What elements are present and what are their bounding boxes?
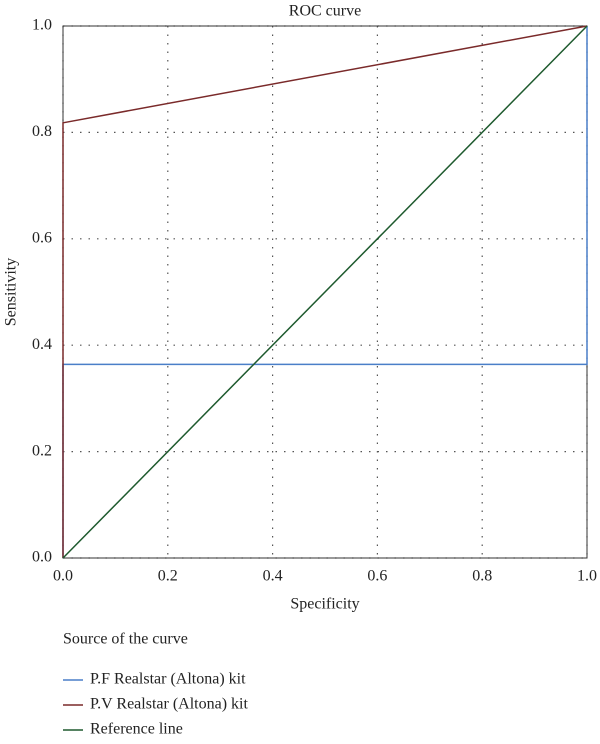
legend-title: Source of the curve <box>63 631 188 648</box>
y-tick-label: 0.8 <box>32 123 52 140</box>
x-tick-label: 0.6 <box>367 568 387 585</box>
y-tick-label: 0.4 <box>32 336 52 353</box>
legend-label: P.V Realstar (Altona) kit <box>90 696 248 713</box>
y-tick-label: 0.2 <box>32 442 52 459</box>
x-tick-label: 1.0 <box>577 568 597 585</box>
roc-line <box>62 25 588 558</box>
y-tick-label: 0.6 <box>32 229 52 246</box>
x-tick-label: 0.2 <box>158 568 178 585</box>
x-axis-label: Specificity <box>290 596 359 613</box>
x-tick-label: 0.0 <box>53 568 73 585</box>
legend-label: Reference line <box>90 721 183 738</box>
x-tick-label: 0.8 <box>472 568 492 585</box>
y-tick-label: 0.0 <box>32 549 52 566</box>
legend-label: P.F Realstar (Altona) kit <box>90 671 246 688</box>
chart-title: ROC curve <box>289 3 361 20</box>
y-axis-label: Sensitivity <box>3 258 20 326</box>
x-tick-label: 0.4 <box>263 568 283 585</box>
y-tick-label: 1.0 <box>32 17 52 34</box>
roc-line <box>62 25 588 559</box>
